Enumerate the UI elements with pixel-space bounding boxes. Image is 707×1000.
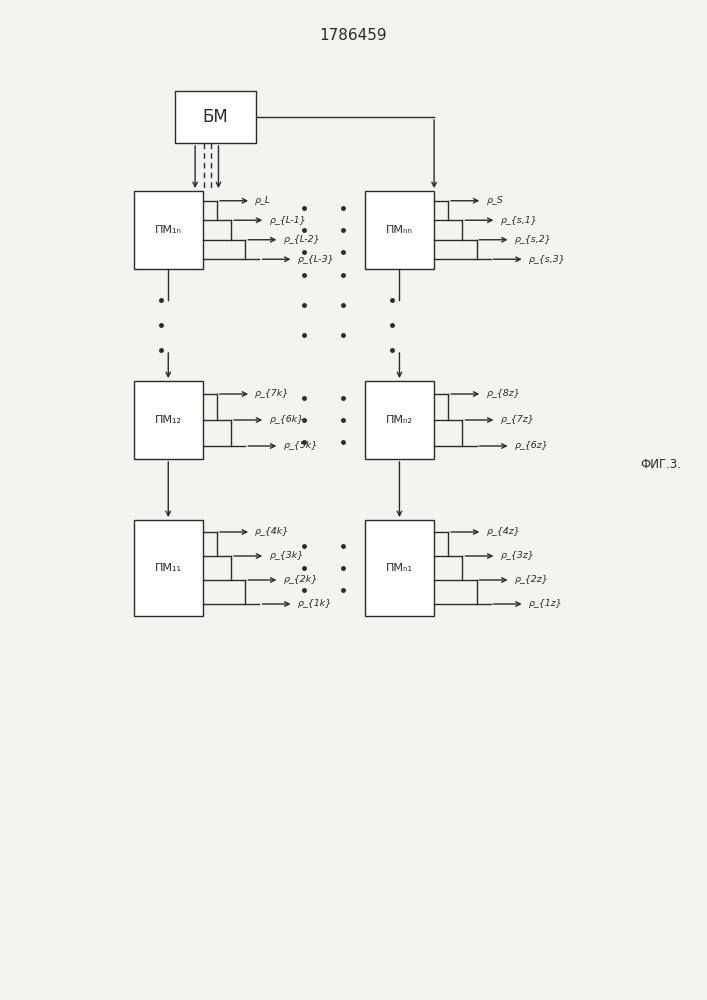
Text: ПМₙₙ: ПМₙₙ — [386, 225, 413, 235]
FancyBboxPatch shape — [134, 520, 203, 616]
Text: ρ_{s,2}: ρ_{s,2} — [515, 235, 551, 244]
Text: БМ: БМ — [203, 108, 228, 126]
FancyBboxPatch shape — [134, 381, 203, 459]
Text: ρ_{8z}: ρ_{8z} — [486, 389, 520, 398]
Text: ρ_{6k}: ρ_{6k} — [269, 416, 303, 424]
Text: ρ_{1k}: ρ_{1k} — [298, 600, 332, 608]
Text: ρ_{L-3}: ρ_{L-3} — [298, 255, 334, 264]
Text: ρ_{3k}: ρ_{3k} — [269, 552, 303, 560]
Text: ПМₙ₁: ПМₙ₁ — [386, 563, 413, 573]
Text: ρ_{s,3}: ρ_{s,3} — [529, 255, 566, 264]
Text: ПМ₁₂: ПМ₁₂ — [155, 415, 182, 425]
Text: ρ_{4k}: ρ_{4k} — [255, 528, 289, 536]
Text: ρ_{1z}: ρ_{1z} — [529, 600, 563, 608]
Text: ρ_{L-1}: ρ_{L-1} — [269, 216, 306, 225]
Text: 1786459: 1786459 — [320, 28, 387, 43]
Text: ρ_{3z}: ρ_{3z} — [501, 552, 534, 560]
Text: ПМ₁ₙ: ПМ₁ₙ — [155, 225, 182, 235]
Text: ρ_{6z}: ρ_{6z} — [515, 442, 549, 450]
Text: ρ_{2k}: ρ_{2k} — [284, 576, 317, 584]
FancyBboxPatch shape — [365, 191, 434, 269]
FancyBboxPatch shape — [134, 191, 203, 269]
Text: ρ_{4z}: ρ_{4z} — [486, 528, 520, 536]
FancyBboxPatch shape — [365, 381, 434, 459]
FancyBboxPatch shape — [175, 91, 256, 143]
Text: ρ_{5k}: ρ_{5k} — [284, 442, 317, 450]
Text: ρ_S: ρ_S — [486, 196, 503, 205]
Text: ПМ₁₁: ПМ₁₁ — [155, 563, 182, 573]
Text: ρ_{L-2}: ρ_{L-2} — [284, 235, 320, 244]
Text: ФИГ.3.: ФИГ.3. — [640, 458, 681, 472]
FancyBboxPatch shape — [365, 520, 434, 616]
Text: ρ_{7k}: ρ_{7k} — [255, 389, 289, 398]
Text: ρ_{2z}: ρ_{2z} — [515, 576, 549, 584]
Text: ρ_{7z}: ρ_{7z} — [501, 416, 534, 424]
Text: ПМₙ₂: ПМₙ₂ — [386, 415, 413, 425]
Text: ρ_L: ρ_L — [255, 196, 271, 205]
Text: ρ_{s,1}: ρ_{s,1} — [501, 216, 537, 225]
